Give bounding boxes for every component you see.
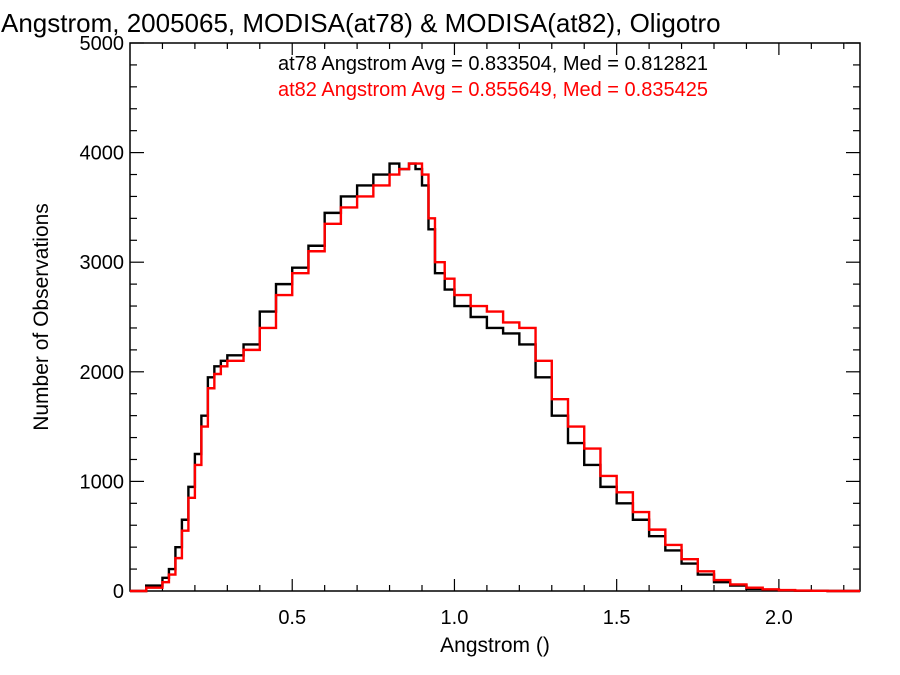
x-tick-label: 1.0	[441, 607, 469, 629]
y-tick-label: 3000	[80, 252, 125, 274]
y-tick-label: 4000	[80, 143, 125, 165]
x-tick-label: 1.5	[603, 607, 631, 629]
x-tick-label: 2.0	[765, 607, 793, 629]
series-line-0	[130, 162, 860, 593]
y-tick-label: 1000	[80, 471, 125, 493]
series-line-1	[130, 162, 860, 593]
chart-title: Angstrom, 2005065, MODISA(at78) & MODISA…	[1, 8, 721, 38]
x-axis-label: Angstrom ()	[440, 634, 550, 657]
y-tick-label: 2000	[80, 362, 125, 384]
plot-frame	[129, 42, 861, 592]
y-axis-ticks: 0 1000 2000 3000 4000 5000	[80, 33, 860, 603]
annotation-at78: at78 Angstrom Avg = 0.833504, Med = 0.81…	[278, 53, 708, 75]
y-tick-label: 0	[113, 581, 124, 603]
x-tick-label: 0.5	[278, 607, 306, 629]
y-axis-label: Number of Observations	[30, 203, 53, 431]
y-tick-label: 5000	[80, 33, 125, 55]
x-axis-ticks: 0.5 1.0 1.5 2.0	[161, 43, 845, 629]
series-layer	[130, 162, 860, 593]
annotation-at82: at82 Angstrom Avg = 0.855649, Med = 0.83…	[278, 79, 708, 101]
